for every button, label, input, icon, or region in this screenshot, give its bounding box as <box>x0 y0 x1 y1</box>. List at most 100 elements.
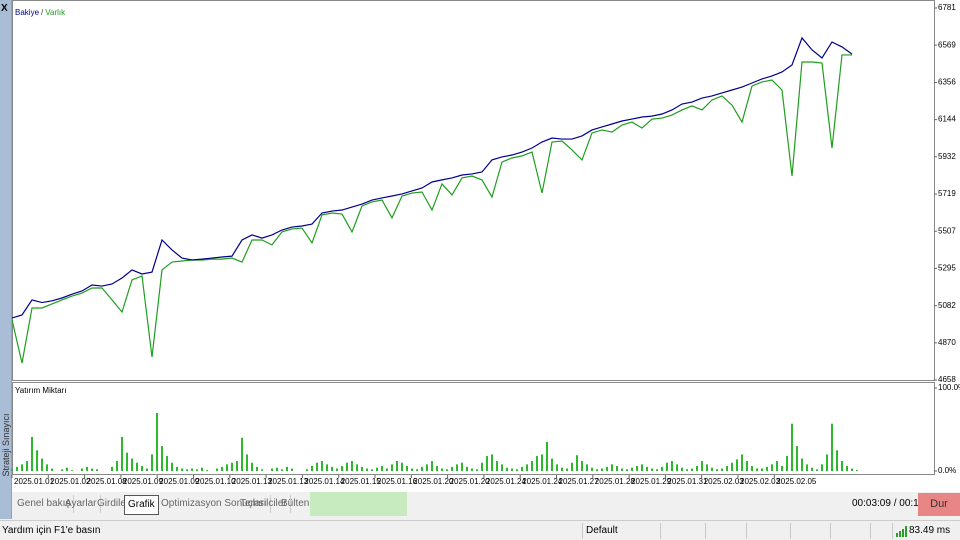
bar <box>361 466 363 471</box>
bar <box>491 454 493 471</box>
ping: 83.49 ms <box>909 525 951 536</box>
separator <box>746 523 747 539</box>
x-tick-label: 2025.01.20 <box>413 477 454 486</box>
bar <box>486 456 488 471</box>
y-tick-label: 5507 <box>938 226 956 235</box>
separator <box>705 523 706 539</box>
y-tick-label: 5932 <box>938 152 956 161</box>
series-line <box>12 36 853 319</box>
bar <box>421 466 423 471</box>
x-tick-label: 2025.01.08 <box>87 477 128 486</box>
bar <box>831 423 833 471</box>
bar <box>846 466 848 471</box>
legend: Bakiye / Varlık <box>15 8 66 17</box>
x-tick-label: 2025.01.31 <box>667 477 708 486</box>
bar <box>286 466 288 471</box>
bar <box>41 458 43 471</box>
bar <box>396 461 398 471</box>
bar <box>621 468 623 471</box>
y-tick-label: 5295 <box>938 263 956 272</box>
progress-bar <box>310 492 407 516</box>
tab[interactable]: Bülten <box>278 495 314 513</box>
tab[interactable]: Grafik <box>124 495 159 515</box>
bar <box>591 467 593 471</box>
bar <box>191 468 193 471</box>
bar <box>526 464 528 471</box>
x-tick-label: 2025.01.24 <box>486 477 527 486</box>
bar <box>746 461 748 471</box>
bar <box>766 466 768 471</box>
bar <box>576 455 578 471</box>
bar <box>406 466 408 471</box>
bar <box>381 466 383 471</box>
bar <box>836 450 838 471</box>
bar <box>626 469 628 471</box>
separator <box>582 523 583 539</box>
y-tick-label: 4658 <box>938 375 956 384</box>
y-tick-label: 6781 <box>938 3 956 12</box>
tab-bar: Genel bakış Ayarlar Girdiler Grafik Optimiza… <box>12 492 960 518</box>
bar <box>451 466 453 471</box>
bar <box>801 458 803 471</box>
bar <box>16 466 18 471</box>
bar <box>596 469 598 471</box>
bar <box>781 466 783 471</box>
stop-button[interactable]: Dur <box>918 493 960 516</box>
bar <box>66 467 68 471</box>
bar <box>251 462 253 471</box>
tab[interactable]: Temsilciler <box>237 495 291 513</box>
bar <box>501 464 503 471</box>
chart: 6781 6569 6356 6144 5932 5719 5507 5295 5082 4870… <box>11 0 960 492</box>
bar <box>646 466 648 471</box>
y-tick-label: 0.0% <box>938 466 956 475</box>
bar <box>401 462 403 471</box>
tab[interactable]: Genel bakış <box>14 495 75 513</box>
bar <box>791 423 793 471</box>
bar <box>661 466 663 471</box>
bar <box>681 467 683 471</box>
bar <box>431 461 433 471</box>
x-tick-label: 2025.01.24 <box>522 477 563 486</box>
y-tick-label: 4870 <box>938 338 956 347</box>
bar <box>81 468 83 471</box>
bar <box>271 468 273 471</box>
bar <box>146 468 148 471</box>
tab[interactable]: Ayarlar <box>62 495 101 513</box>
bar <box>726 466 728 471</box>
bar <box>226 464 228 471</box>
profile: Default <box>586 525 618 536</box>
bar <box>856 470 858 471</box>
bar <box>71 470 73 471</box>
x-tick-label: 2025.01.29 <box>631 477 672 486</box>
bar <box>151 454 153 471</box>
x-tick-label: 2025.01.15 <box>341 477 382 486</box>
bar <box>21 464 23 471</box>
bar <box>46 464 48 471</box>
bar <box>701 461 703 471</box>
bar <box>691 468 693 471</box>
series-line <box>12 54 852 364</box>
bar <box>656 469 658 471</box>
bar <box>216 468 218 471</box>
bar <box>566 468 568 471</box>
bar <box>471 468 473 471</box>
bar <box>391 464 393 471</box>
bar <box>241 437 243 471</box>
bar <box>346 462 348 471</box>
separator <box>870 523 871 539</box>
bar <box>756 468 758 471</box>
bar <box>631 467 633 471</box>
bar <box>61 469 63 471</box>
close-button[interactable]: X <box>1 3 8 14</box>
bar <box>786 456 788 471</box>
x-tick-label: 2025.01.27 <box>559 477 600 486</box>
bar <box>136 462 138 471</box>
bar <box>506 467 508 471</box>
bar <box>176 466 178 471</box>
tab[interactable]: Optimizasyon Sonuçları <box>158 495 271 513</box>
bar <box>31 436 33 471</box>
bar <box>551 458 553 471</box>
bar <box>36 450 38 471</box>
x-tick-label: 2025.01.13 <box>232 477 273 486</box>
bar <box>721 468 723 471</box>
